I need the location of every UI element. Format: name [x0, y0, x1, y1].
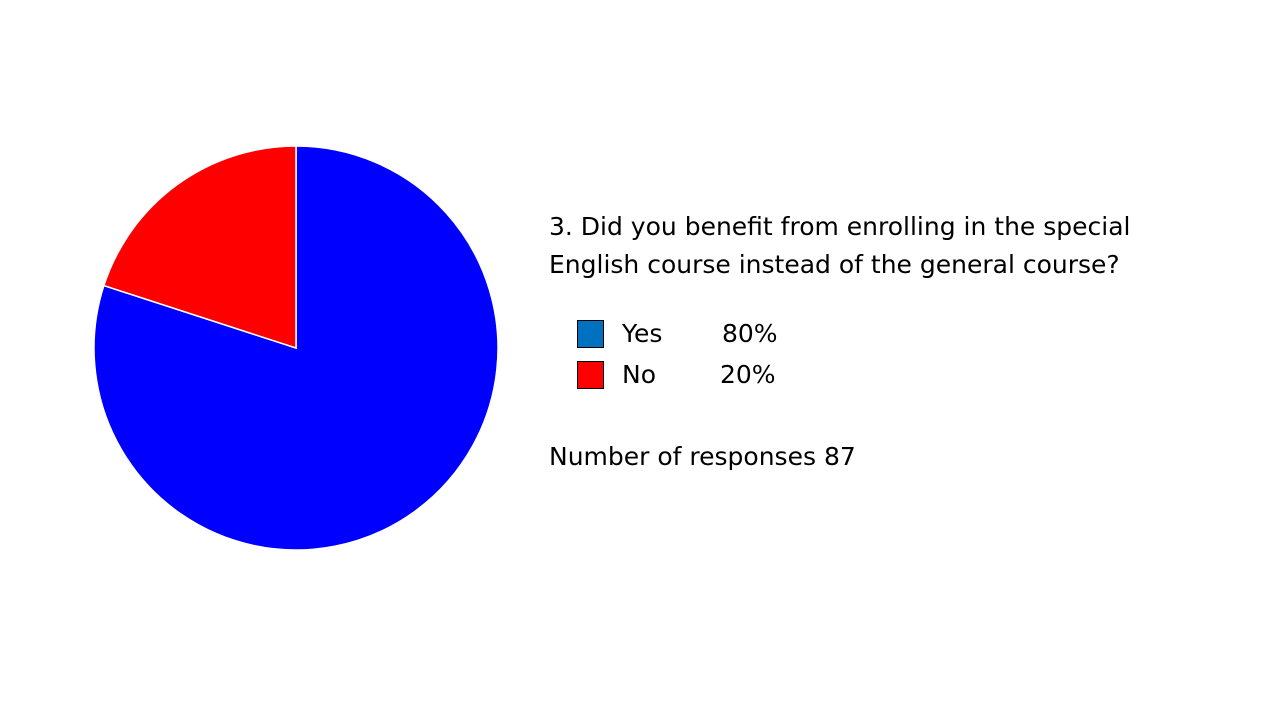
legend-value: 20% — [720, 360, 776, 389]
responses-count: 87 — [823, 442, 856, 471]
legend-label: Yes — [622, 319, 663, 348]
responses-note: Number of responses 87 — [549, 438, 856, 476]
legend-value: 80% — [722, 319, 778, 348]
pie-slice — [102, 145, 297, 350]
legend-swatch — [577, 361, 604, 389]
responses-label: Number of responses — [549, 442, 816, 471]
chart-title: 3. Did you benefit from enrolling in the… — [549, 212, 1131, 279]
legend-swatch — [577, 320, 604, 348]
legend-label: No — [622, 360, 656, 389]
